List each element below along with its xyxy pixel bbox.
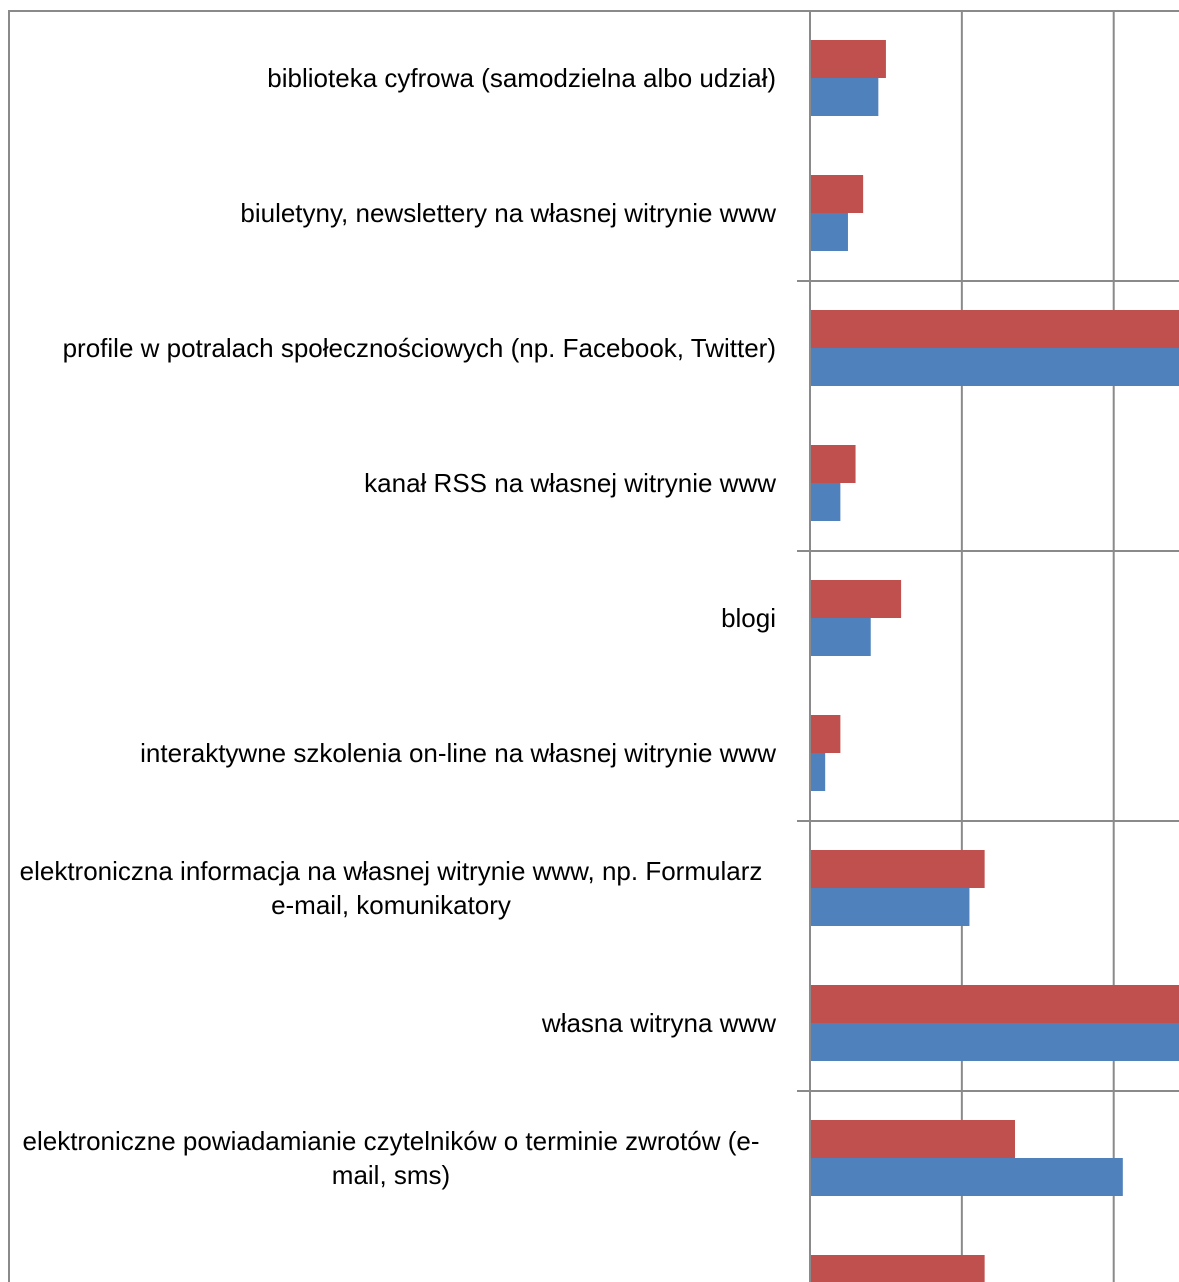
bar xyxy=(810,753,826,791)
bar xyxy=(810,1158,1123,1196)
category-label: biuletyny, newslettery na własnej witryn… xyxy=(6,146,776,279)
bar xyxy=(810,618,871,656)
category-label: interaktywne szkolenia on-line na własne… xyxy=(6,686,776,819)
bar xyxy=(810,1023,1179,1061)
category-label: biblioteka cyfrowa (samodzielna albo udz… xyxy=(6,11,776,144)
category-label-text: elektroniczna informacja na własnej witr… xyxy=(19,855,763,920)
category-label-text: profile w potralach społecznościowych (n… xyxy=(62,332,776,363)
category-label: kanał RSS na własnej witrynie www xyxy=(6,416,776,549)
bar xyxy=(810,78,879,116)
bar xyxy=(810,175,864,213)
bar xyxy=(810,888,970,926)
bar xyxy=(810,213,848,251)
bar xyxy=(810,985,1179,1023)
bar xyxy=(810,580,902,618)
category-label-text: biuletyny, newslettery na własnej witryn… xyxy=(240,197,776,228)
bar xyxy=(810,348,1179,386)
bar xyxy=(810,715,841,753)
category-label-text: blogi xyxy=(721,602,776,633)
category-label: blogi xyxy=(6,551,776,684)
category-label: profile w potralach społecznościowych (n… xyxy=(6,281,776,414)
bar xyxy=(810,1120,1015,1158)
bar xyxy=(810,310,1179,348)
category-label-text: elektroniczne powiadamianie czytelników … xyxy=(22,1125,760,1190)
category-label-text: interaktywne szkolenia on-line na własne… xyxy=(140,737,776,768)
category-label-text: własna witryna www xyxy=(541,1007,776,1038)
bar xyxy=(810,40,886,78)
chart-border xyxy=(8,10,1179,1282)
category-label: własna witryna www xyxy=(6,956,776,1089)
bar xyxy=(810,445,856,483)
bar xyxy=(810,850,985,888)
category-label-text: kanał RSS na własnej witrynie www xyxy=(364,467,776,498)
bar xyxy=(810,1255,985,1282)
bar xyxy=(810,483,841,521)
category-label: elektroniczna informacja na własnej witr… xyxy=(6,821,776,954)
category-label-text: biblioteka cyfrowa (samodzielna albo udz… xyxy=(267,62,776,93)
category-label: elektroniczne powiadamianie czytelników … xyxy=(6,1091,776,1224)
